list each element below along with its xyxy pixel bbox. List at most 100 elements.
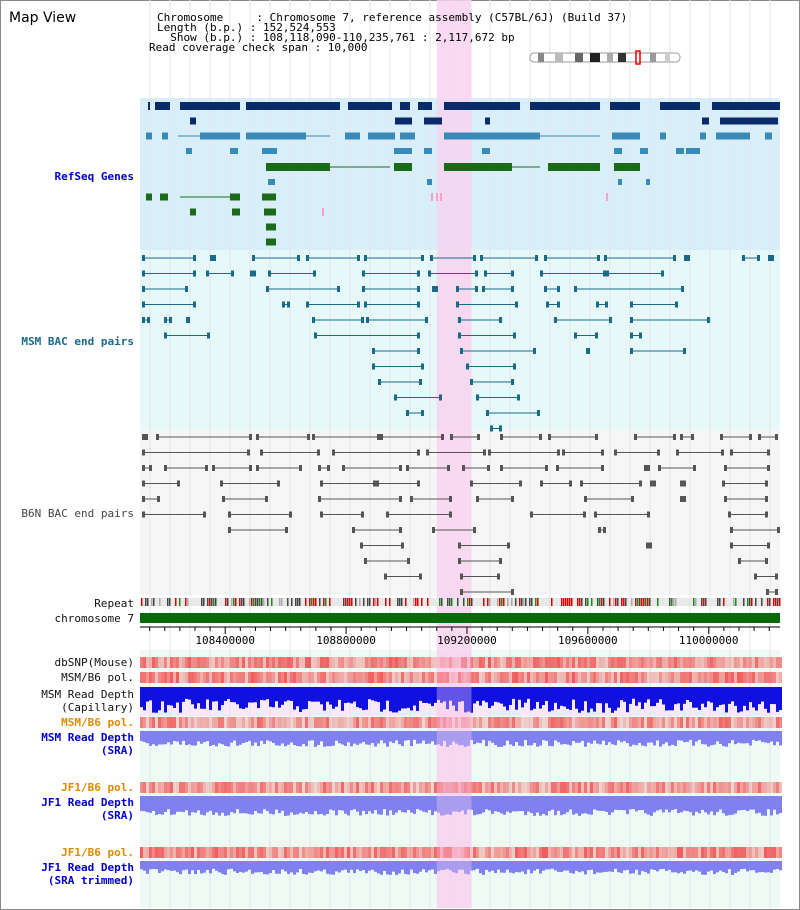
polymorphism-cell xyxy=(167,717,170,728)
read-depth-bar xyxy=(269,796,272,814)
repeat-mark xyxy=(643,598,645,606)
bac-end-mark xyxy=(775,434,778,440)
polymorphism-cell xyxy=(773,657,776,668)
read-depth-bar xyxy=(506,731,509,741)
polymorphism-cell xyxy=(512,657,515,668)
track-label-msm-bac[interactable]: MSM BAC end pairs xyxy=(21,335,134,348)
polymorphism-cell xyxy=(659,717,662,728)
read-depth-bar xyxy=(599,687,602,704)
polymorphism-cell xyxy=(182,657,185,668)
polymorphism-cell xyxy=(248,672,251,683)
read-depth-bar xyxy=(623,796,626,811)
polymorphism-cell xyxy=(278,657,281,668)
read-depth-bar xyxy=(593,861,596,875)
track-label-msm-b6-pol-2[interactable]: MSM/B6 pol. xyxy=(61,716,134,729)
read-depth-bar xyxy=(242,796,245,814)
read-depth-bar xyxy=(341,687,344,711)
repeat-mark xyxy=(719,598,721,606)
polymorphism-cell xyxy=(764,782,767,793)
read-depth-bar xyxy=(524,796,527,816)
read-depth-bar xyxy=(443,861,446,870)
bac-end-mark xyxy=(210,255,213,261)
track-label-jf1-b6-pol-2[interactable]: JF1/B6 pol. xyxy=(61,846,134,859)
read-depth-bar xyxy=(530,861,533,874)
polymorphism-cell xyxy=(158,657,161,668)
polymorphism-cell xyxy=(296,672,299,683)
repeat-mark xyxy=(243,598,245,606)
read-depth-bar xyxy=(389,796,392,811)
read-depth-bar xyxy=(323,796,326,816)
read-depth-bar xyxy=(455,861,458,874)
track-label-jf1-depth-sra[interactable]: JF1 Read Depth (SRA) xyxy=(41,796,134,822)
read-depth-bar xyxy=(602,731,605,741)
polymorphism-cell xyxy=(530,782,533,793)
read-depth-bar xyxy=(566,687,569,709)
repeat-mark xyxy=(449,598,451,606)
read-depth-bar xyxy=(335,687,338,707)
read-depth-bar xyxy=(677,731,680,741)
read-depth-bar xyxy=(389,861,392,875)
read-depth-bar xyxy=(572,796,575,815)
polymorphism-cell xyxy=(356,847,359,858)
track-label-msm-depth-capillary[interactable]: MSM Read Depth (Capillary) xyxy=(41,688,134,714)
polymorphism-cell xyxy=(347,657,350,668)
polymorphism-cell xyxy=(602,657,605,668)
polymorphism-cell xyxy=(494,672,497,683)
read-depth-bar xyxy=(554,796,557,816)
polymorphism-cell xyxy=(740,717,743,728)
read-depth-bar xyxy=(266,687,269,700)
polymorphism-cell xyxy=(764,717,767,728)
track-label-jf1-depth-trimmed[interactable]: JF1 Read Depth (SRA trimmed) xyxy=(41,861,134,887)
polymorphism-cell xyxy=(326,847,329,858)
read-depth-bar xyxy=(419,796,422,811)
bac-end-mark xyxy=(601,465,604,471)
repeat-mark xyxy=(373,598,375,606)
read-depth-bar xyxy=(434,731,437,745)
read-depth-bar xyxy=(374,796,377,811)
polymorphism-cell xyxy=(521,717,524,728)
read-depth-bar xyxy=(761,731,764,743)
polymorphism-cell xyxy=(500,847,503,858)
track-label-msm-depth-sra[interactable]: MSM Read Depth (SRA) xyxy=(41,731,134,757)
track-label-refseq[interactable]: RefSeq Genes xyxy=(54,170,134,183)
read-depth-bar xyxy=(359,861,362,872)
polymorphism-cell xyxy=(740,847,743,858)
read-depth-bar xyxy=(662,796,665,813)
bac-end-mark xyxy=(606,270,609,277)
polymorphism-cell xyxy=(527,672,530,683)
axis-tick-label: 108800000 xyxy=(316,634,376,647)
read-depth-bar xyxy=(407,687,410,708)
track-label-repeat[interactable]: Repeat xyxy=(94,597,134,610)
read-depth-bar xyxy=(260,861,263,872)
bac-end-mark xyxy=(499,317,502,323)
read-depth-bar xyxy=(614,731,617,746)
read-depth-bar xyxy=(185,796,188,811)
read-depth-bar xyxy=(398,861,401,874)
read-depth-bar xyxy=(467,687,470,712)
polymorphism-cell xyxy=(392,657,395,668)
repeat-mark xyxy=(295,598,297,606)
polymorphism-cell xyxy=(611,672,614,683)
read-depth-bar xyxy=(311,796,314,815)
read-depth-bar xyxy=(182,687,185,702)
polymorphism-cell xyxy=(563,717,566,728)
read-depth-bar xyxy=(698,687,701,710)
polymorphism-cell xyxy=(635,847,638,858)
polymorphism-cell xyxy=(239,782,242,793)
repeat-mark xyxy=(367,598,369,606)
track-label-jf1-b6-pol-1[interactable]: JF1/B6 pol. xyxy=(61,781,134,794)
polymorphism-cell xyxy=(215,847,218,858)
track-label-dbsnp[interactable]: dbSNP(Mouse) xyxy=(54,656,134,669)
read-depth-bar xyxy=(563,796,566,815)
polymorphism-cell xyxy=(203,657,206,668)
polymorphism-cell xyxy=(302,782,305,793)
read-depth-bar xyxy=(494,861,497,874)
track-label-b6n-bac[interactable]: B6N BAC end pairs xyxy=(21,507,134,520)
polymorphism-cell xyxy=(356,657,359,668)
track-label-msm-b6-pol-1[interactable]: MSM/B6 pol. xyxy=(61,671,134,684)
read-depth-bar xyxy=(734,687,737,706)
read-depth-bar xyxy=(458,861,461,870)
polymorphism-cell xyxy=(467,717,470,728)
bac-end-mark xyxy=(430,255,433,261)
